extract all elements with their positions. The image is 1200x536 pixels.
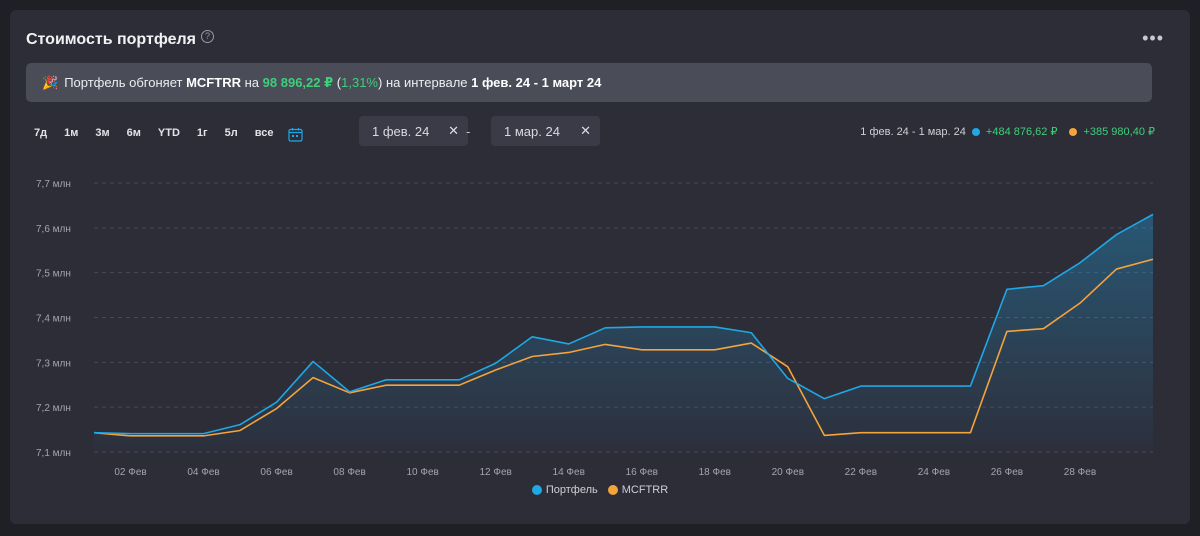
period-3m[interactable]: 3м (95, 127, 110, 139)
summary-range: 1 фев. 24 - 1 мар. 24 (860, 125, 966, 138)
clear-date-from-icon[interactable]: ✕ (448, 123, 459, 138)
y-tick-label: 7,6 млн (36, 224, 71, 235)
banner-text-2: на (244, 75, 260, 90)
legend-portfolio-dot-icon (531, 485, 542, 495)
help-icon[interactable]: ? (201, 29, 215, 43)
performance-banner: 🎉 Портфель обгоняет MCFTRR на 98 896,22 … (26, 63, 1152, 102)
banner-ticker: MCFTRR (186, 75, 241, 90)
x-tick-label: 22 Фев (845, 467, 877, 478)
period-1y[interactable]: 1г (196, 127, 208, 139)
y-tick-label: 7,5 млн (36, 269, 71, 280)
x-tick-label: 08 Фев (333, 467, 365, 478)
y-tick-label: 7,4 млн (36, 314, 71, 325)
x-tick-label: 18 Фев (699, 467, 731, 478)
x-tick-label: 04 Фев (187, 467, 219, 478)
legend-index-dot-icon (607, 485, 618, 495)
x-tick-label: 10 Фев (406, 467, 438, 478)
legend-portfolio-label: Портфель (545, 484, 598, 496)
index-change: +385 980,40 ₽ (1083, 126, 1155, 138)
x-tick-label: 16 Фев (626, 467, 658, 478)
banner-text-3: на интервале (385, 75, 468, 90)
period-7d[interactable]: 7д (34, 127, 48, 139)
x-tick-label: 14 Фев (553, 467, 585, 478)
x-tick-label: 28 Фев (1064, 467, 1096, 478)
legend-item-portfolio[interactable]: Портфель (531, 484, 598, 496)
date-from-value: 1 фев. 24 (372, 123, 430, 139)
card-title-text: Стоимость портфеля (26, 31, 197, 48)
period-6m[interactable]: 6м (126, 127, 141, 139)
legend-index-label: MCFTRR (621, 484, 669, 496)
chart-legend: Портфель MCFTRR (0, 484, 1200, 496)
portfolio-change: +484 876,62 ₽ (985, 126, 1058, 138)
mcftrr-series-line[interactable] (93, 258, 1154, 437)
date-to-value: 1 мар. 24 (504, 123, 560, 139)
x-tick-label: 24 Фев (918, 467, 950, 478)
period-all[interactable]: все (254, 127, 274, 139)
y-tick-label: 7,3 млн (36, 358, 71, 369)
banner-text: Портфель обгоняет (64, 75, 183, 90)
x-tick-label: 12 Фев (479, 467, 511, 478)
date-from-input[interactable]: 1 фев. 24 ✕ (359, 116, 468, 146)
period-selector: 7д 1м 3м 6м YTD 1г 5л все (26, 121, 304, 145)
more-options-icon[interactable]: ••• (1142, 28, 1164, 48)
banner-paren-open: ( (336, 75, 342, 90)
legend-item-index[interactable]: MCFTRR (607, 484, 669, 496)
period-5y[interactable]: 5л (224, 127, 238, 139)
period-1m[interactable]: 1м (64, 127, 79, 139)
date-range-separator: - (466, 124, 471, 139)
clear-date-to-icon[interactable]: ✕ (580, 123, 591, 138)
x-tick-label: 02 Фев (114, 467, 146, 478)
banner-percent: 1,31% (341, 75, 378, 90)
party-icon: 🎉 (42, 74, 59, 90)
banner-amount: 98 896,22 ₽ (262, 74, 334, 90)
date-to-input[interactable]: 1 мар. 24 ✕ (491, 116, 600, 146)
banner-paren-close: ) (378, 75, 383, 90)
portfolio-series-line[interactable] (93, 213, 1154, 435)
y-tick-label: 7,1 млн (36, 448, 71, 459)
card-title: Стоимость портфеля ? (26, 29, 215, 49)
banner-interval: 1 фев. 24 - 1 март 24 (471, 75, 602, 90)
y-tick-label: 7,2 млн (36, 403, 71, 414)
x-tick-label: 26 Фев (991, 467, 1023, 478)
period-ytd[interactable]: YTD (157, 127, 180, 139)
y-tick-label: 7,7 млн (36, 179, 71, 190)
portfolio-area (94, 214, 1153, 452)
x-tick-label: 20 Фев (772, 467, 804, 478)
x-tick-label: 06 Фев (260, 467, 292, 478)
range-summary: 1 фев. 24 - 1 мар. 24 +484 876,62 ₽ +385… (860, 125, 1155, 139)
calendar-icon[interactable] (288, 127, 304, 142)
index-dot-icon (1069, 127, 1078, 136)
portfolio-dot-icon (971, 127, 980, 136)
